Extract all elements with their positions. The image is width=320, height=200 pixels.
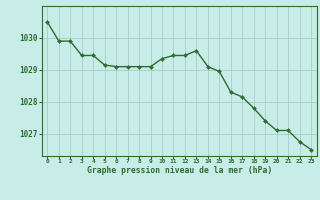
X-axis label: Graphe pression niveau de la mer (hPa): Graphe pression niveau de la mer (hPa)	[87, 166, 272, 175]
